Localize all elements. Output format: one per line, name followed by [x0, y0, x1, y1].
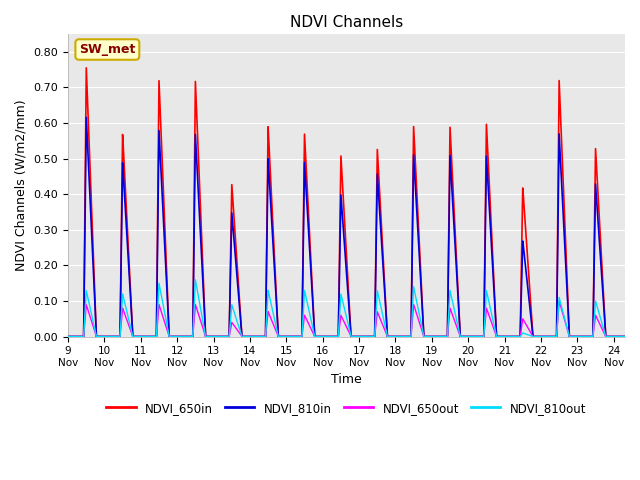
- NDVI_650out: [556, 298, 563, 304]
- NDVI_650in: [277, 334, 285, 339]
- NDVI_810in: [165, 334, 173, 339]
- NDVI_650in: [522, 228, 529, 234]
- NDVI_650in: [621, 334, 628, 339]
- NDVI_810in: [479, 334, 487, 339]
- NDVI_650out: [277, 334, 285, 339]
- NDVI_810in: [83, 114, 90, 120]
- NDVI_810out: [398, 334, 406, 339]
- NDVI_810out: [165, 334, 173, 339]
- NDVI_810out: [426, 334, 434, 339]
- NDVI_810in: [398, 334, 406, 339]
- Y-axis label: NDVI Channels (W/m2/mm): NDVI Channels (W/m2/mm): [15, 99, 28, 271]
- Line: NDVI_810out: NDVI_810out: [68, 280, 625, 336]
- Line: NDVI_650out: NDVI_650out: [68, 301, 625, 336]
- NDVI_650out: [64, 334, 72, 339]
- NDVI_650out: [398, 334, 406, 339]
- NDVI_810out: [277, 334, 285, 339]
- NDVI_650in: [165, 334, 173, 339]
- NDVI_650in: [83, 65, 90, 71]
- NDVI_650in: [398, 334, 406, 339]
- Text: SW_met: SW_met: [79, 43, 136, 56]
- Title: NDVI Channels: NDVI Channels: [290, 15, 403, 30]
- NDVI_650in: [426, 334, 434, 339]
- X-axis label: Time: Time: [331, 373, 362, 386]
- NDVI_810out: [522, 331, 529, 337]
- NDVI_650out: [621, 334, 628, 339]
- NDVI_810out: [479, 334, 487, 339]
- NDVI_810in: [277, 334, 285, 339]
- NDVI_810in: [621, 334, 628, 339]
- NDVI_810in: [426, 334, 434, 339]
- NDVI_650in: [64, 334, 72, 339]
- NDVI_810out: [621, 334, 628, 339]
- NDVI_650in: [479, 334, 487, 339]
- NDVI_810out: [191, 277, 199, 283]
- NDVI_810in: [522, 266, 529, 272]
- Line: NDVI_650in: NDVI_650in: [68, 68, 625, 336]
- Legend: NDVI_650in, NDVI_810in, NDVI_650out, NDVI_810out: NDVI_650in, NDVI_810in, NDVI_650out, NDV…: [102, 397, 591, 420]
- Line: NDVI_810in: NDVI_810in: [68, 117, 625, 336]
- NDVI_650out: [479, 334, 487, 339]
- NDVI_650out: [522, 321, 529, 326]
- NDVI_810out: [64, 334, 72, 339]
- NDVI_650out: [165, 334, 173, 339]
- NDVI_810in: [64, 334, 72, 339]
- NDVI_650out: [426, 334, 434, 339]
